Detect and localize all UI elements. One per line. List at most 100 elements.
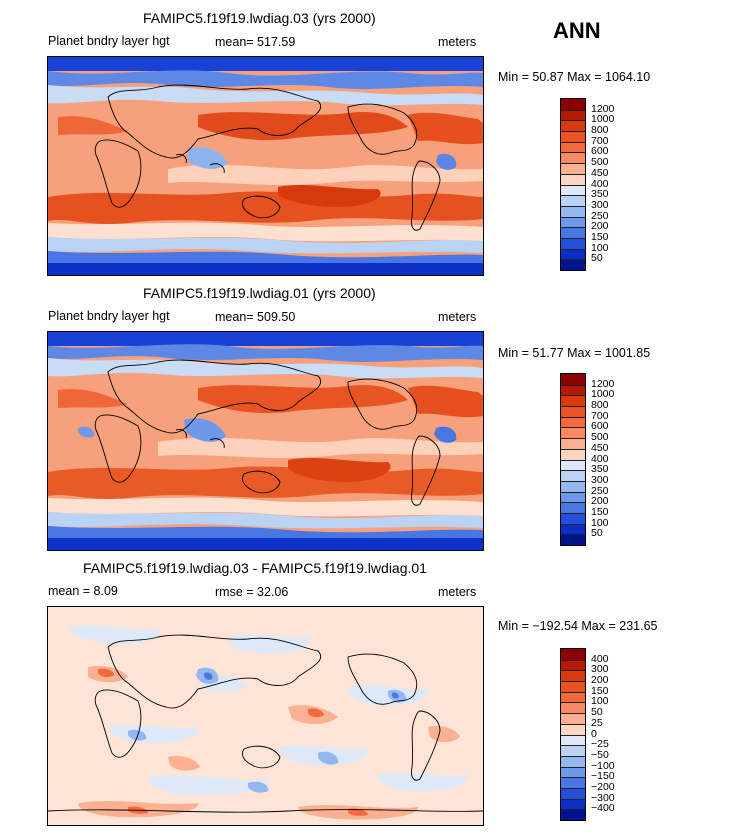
colorbar-swatch <box>561 384 585 396</box>
colorbar-swatch <box>561 131 585 142</box>
colorbar-swatch <box>561 448 585 460</box>
colorbar-swatch <box>561 406 585 417</box>
colorbar-swatch <box>561 480 585 492</box>
panel-1-field <box>48 57 483 275</box>
colorbar-tick-label: 200 <box>591 220 609 233</box>
colorbar-swatch <box>561 702 585 714</box>
colorbar-tick-label: 50 <box>591 252 603 265</box>
colorbar-tick-label: 800 <box>591 399 609 412</box>
colorbar-swatch <box>561 205 585 217</box>
colorbar-swatch <box>561 502 585 513</box>
colorbar-swatch <box>561 184 585 196</box>
colorbar-swatch <box>561 438 585 449</box>
colorbar-swatch <box>561 723 585 735</box>
colorbar-swatch <box>561 173 585 185</box>
colorbar-swatch <box>561 109 585 121</box>
colorbar-swatch <box>561 681 585 692</box>
colorbar-swatch <box>561 766 585 778</box>
colorbar-tick-label: 200 <box>591 495 609 508</box>
colorbar-tick-label: 0 <box>591 727 597 740</box>
colorbar-swatch <box>561 734 585 746</box>
colorbar-tick-label: −150 <box>591 770 615 783</box>
colorbar-swatch <box>561 459 585 471</box>
panel-2-field <box>48 332 483 550</box>
panel-2-mean-label: mean= 509.50 <box>215 310 296 324</box>
colorbar-tick-label: −400 <box>591 802 615 815</box>
colorbar-tick-label: 500 <box>591 431 609 444</box>
panel-1-mean-label: mean= 517.59 <box>215 35 296 49</box>
colorbar-swatch <box>561 120 585 132</box>
colorbar-swatch <box>561 809 585 820</box>
colorbar-tick-label: 100 <box>591 241 609 254</box>
colorbar-tick-label: 25 <box>591 716 603 729</box>
colorbar-swatch <box>561 374 585 385</box>
colorbar-swatch <box>561 195 585 206</box>
colorbar-tick-label: 1000 <box>591 388 615 401</box>
colorbar-swatch <box>561 659 585 671</box>
colorbar-swatch <box>561 713 585 724</box>
season-label: ANN <box>553 18 601 43</box>
panel-1-title: FAMIPC5.f19f19.lwdiag.03 (yrs 2000) <box>143 10 376 26</box>
colorbar-tick-label: 50 <box>591 706 603 719</box>
colorbar-tick-label: 100 <box>591 695 609 708</box>
panel-1-colorbar: 1200 1000 800 700 600 500 450 400 350 300 250 200 15… <box>560 98 614 271</box>
colorbar-swatch <box>561 512 585 524</box>
colorbar-tick-label: 300 <box>591 473 609 486</box>
colorbar-tick-label: 350 <box>591 188 609 201</box>
colorbar-tick-label: 400 <box>591 177 609 190</box>
panel-3-minmax: Min = −192.54 Max = 231.65 <box>498 619 658 633</box>
colorbar-tick-label: 150 <box>591 505 609 518</box>
panel-2-map <box>47 331 484 551</box>
colorbar-tick-label: 200 <box>591 674 609 687</box>
colorbar-tick-label: 450 <box>591 441 609 454</box>
colorbar-swatch <box>561 427 585 439</box>
colorbar-tick-label: 250 <box>591 484 609 497</box>
panel-1-map <box>47 56 484 276</box>
panel-1-variable-label: Planet bndry layer hgt <box>48 34 170 48</box>
colorbar-swatch <box>561 745 585 756</box>
colorbar-swatch <box>561 416 585 428</box>
panel-2-title: FAMIPC5.f19f19.lwdiag.01 (yrs 2000) <box>143 285 376 301</box>
colorbar-tick-label: 700 <box>591 134 609 147</box>
colorbar-tick-label: 400 <box>591 452 609 465</box>
colorbar-tick-label: −200 <box>591 780 615 793</box>
panel-2-units-label: meters <box>438 310 477 324</box>
colorbar-tick-label: 150 <box>591 684 609 697</box>
colorbar-swatch <box>561 152 585 164</box>
colorbar-swatch <box>561 227 585 238</box>
colorbar-tick-label: −50 <box>591 748 609 761</box>
panel-3-units-label: meters <box>438 585 477 599</box>
colorbar-swatch <box>561 670 585 682</box>
colorbar-tick-label: 400 <box>591 652 609 665</box>
colorbar-swatch <box>561 798 585 810</box>
colorbar-swatch <box>561 787 585 799</box>
panel-2-minmax: Min = 51.77 Max = 1001.85 <box>498 346 651 360</box>
panel-1-minmax: Min = 50.87 Max = 1064.10 <box>498 70 651 84</box>
panel-3-field <box>48 607 483 825</box>
colorbar-swatch <box>561 534 585 545</box>
colorbar-swatch <box>561 248 585 260</box>
colorbar-tick-label: 600 <box>591 420 609 433</box>
colorbar-tick-label: 350 <box>591 463 609 476</box>
colorbar-swatch <box>561 141 585 153</box>
colorbar-tick-label: −100 <box>591 759 615 772</box>
colorbar-tick-label: 150 <box>591 230 609 243</box>
colorbar-tick-label: 1200 <box>591 102 615 115</box>
colorbar-tick-label: 100 <box>591 516 609 529</box>
colorbar-swatch <box>561 259 585 270</box>
colorbar-tick-label: 700 <box>591 409 609 422</box>
colorbar-tick-label: 500 <box>591 156 609 169</box>
colorbar-swatch <box>561 491 585 503</box>
colorbar-swatch <box>561 649 585 660</box>
panel-3-colorbar: 400 300 200 150 100 50 25 0 −25 −50 −100 −150 −200 −3… <box>560 648 615 821</box>
colorbar-tick-label: −25 <box>591 738 609 751</box>
colorbar-swatch <box>561 470 585 481</box>
colorbar-swatch <box>561 395 585 407</box>
colorbar-swatch <box>561 216 585 228</box>
colorbar-swatch <box>561 755 585 767</box>
colorbar-tick-label: 1200 <box>591 377 615 390</box>
colorbar-swatch <box>561 163 585 174</box>
colorbar-swatch <box>561 777 585 788</box>
colorbar-swatch <box>561 691 585 703</box>
panel-3-mean-label: mean = 8.09 <box>48 584 118 598</box>
